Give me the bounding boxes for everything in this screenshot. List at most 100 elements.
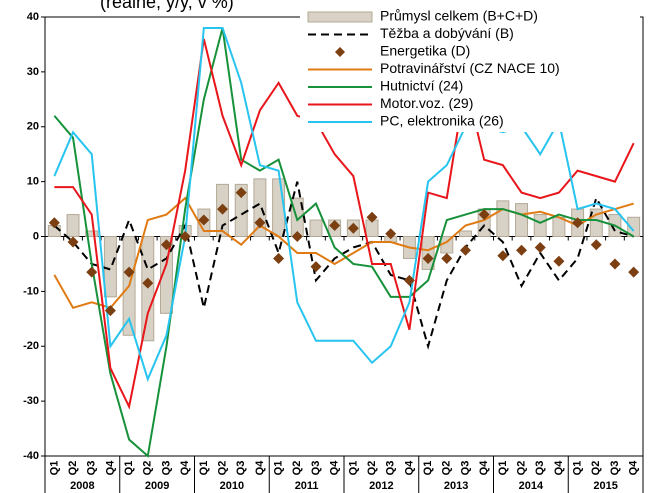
bar xyxy=(515,203,529,237)
bar xyxy=(103,236,117,298)
marker xyxy=(497,250,509,262)
marker xyxy=(48,217,60,229)
x-tick-label: Q1 xyxy=(123,461,135,476)
bar xyxy=(85,230,99,237)
series-line xyxy=(53,27,635,458)
y-tick-label: -40 xyxy=(23,450,39,462)
year-label: 2013 xyxy=(444,480,468,492)
legend-label: Průmysl celkem (B+C+D) xyxy=(380,8,538,24)
marker xyxy=(628,266,640,278)
year-label: 2008 xyxy=(70,480,94,492)
marker xyxy=(291,231,303,242)
legend-label: Motor.voz. (29) xyxy=(380,95,473,111)
legend-swatch xyxy=(335,47,345,57)
bar xyxy=(66,214,80,238)
y-tick-label: 40 xyxy=(27,11,39,23)
bar xyxy=(309,219,323,238)
x-tick-label: Q3 xyxy=(310,461,322,476)
marker xyxy=(104,305,116,317)
marker xyxy=(590,239,602,251)
y-tick-label: 30 xyxy=(27,66,39,78)
x-tick-label: Q2 xyxy=(67,461,79,476)
marker xyxy=(403,274,415,286)
year-label: 2011 xyxy=(295,480,319,492)
x-tick-label: Q1 xyxy=(198,461,210,476)
x-tick-label: Q2 xyxy=(441,461,453,476)
marker xyxy=(142,277,154,289)
y-tick-label: -30 xyxy=(23,395,39,407)
x-tick-label: Q1 xyxy=(48,461,60,476)
x-tick-label: Q1 xyxy=(422,461,434,476)
bar xyxy=(458,230,472,237)
x-tick-label: Q2 xyxy=(366,461,378,476)
series-line xyxy=(54,38,635,410)
marker xyxy=(441,252,453,264)
y-tick-label: 20 xyxy=(27,121,39,133)
x-tick-label: Q1 xyxy=(273,461,285,476)
series-line xyxy=(53,26,635,383)
legend-label: Energetika (D) xyxy=(380,43,470,59)
marker xyxy=(553,255,565,267)
marker xyxy=(329,220,341,232)
y-tick-label: 0 xyxy=(33,230,39,242)
bar xyxy=(159,236,173,314)
bar xyxy=(496,200,510,238)
x-tick-label: Q3 xyxy=(235,461,247,476)
x-tick-label: Q4 xyxy=(628,460,640,476)
year-label: 2009 xyxy=(145,480,169,492)
x-tick-label: Q4 xyxy=(179,460,191,476)
legend-swatch xyxy=(307,11,373,23)
x-tick-label: Q4 xyxy=(329,460,341,476)
x-tick-label: Q1 xyxy=(572,461,584,476)
marker xyxy=(217,203,229,215)
bar xyxy=(533,214,547,238)
marker xyxy=(179,231,191,242)
year-label: 2015 xyxy=(593,480,617,492)
x-tick-label: Q2 xyxy=(291,461,303,476)
marker xyxy=(86,266,98,278)
y-tick-label: -20 xyxy=(23,340,39,352)
legend-label: PC, elektronika (26) xyxy=(380,113,504,129)
legend-label: Těžba a dobývání (B) xyxy=(380,25,514,41)
marker xyxy=(609,258,621,270)
x-tick-label: Q4 xyxy=(104,460,116,476)
year-label: 2014 xyxy=(519,480,544,492)
marker xyxy=(534,241,546,253)
x-tick-label: Q3 xyxy=(385,461,397,476)
marker xyxy=(478,209,490,221)
bar xyxy=(272,178,286,238)
legend-label: Potravinářství (CZ NACE 10) xyxy=(380,60,560,76)
x-tick-label: Q2 xyxy=(515,461,527,476)
x-tick-label: Q2 xyxy=(590,461,602,476)
marker xyxy=(254,217,266,229)
chart-title: (reálně, y/y, v %) xyxy=(100,0,234,12)
legend-label: Hutnictví (24) xyxy=(380,78,463,94)
marker xyxy=(160,239,172,251)
marker xyxy=(273,252,285,264)
x-tick-label: Q3 xyxy=(459,461,471,476)
x-tick-label: Q4 xyxy=(403,460,415,476)
x-tick-label: Q4 xyxy=(553,460,565,476)
year-label: 2010 xyxy=(220,480,244,492)
marker xyxy=(572,217,584,229)
marker xyxy=(123,266,135,278)
series-line xyxy=(53,181,634,350)
x-tick-label: Q3 xyxy=(86,461,98,476)
x-tick-label: Q3 xyxy=(534,461,546,476)
x-tick-label: Q1 xyxy=(347,461,359,476)
marker xyxy=(385,228,397,240)
year-label: 2012 xyxy=(369,480,393,492)
x-tick-label: Q4 xyxy=(254,460,266,476)
marker xyxy=(459,244,471,256)
x-tick-label: Q3 xyxy=(160,461,172,476)
x-tick-label: Q4 xyxy=(478,460,490,476)
marker xyxy=(516,244,528,256)
marker xyxy=(366,211,378,223)
y-tick-label: -10 xyxy=(23,285,39,297)
marker xyxy=(347,222,359,234)
x-tick-label: Q2 xyxy=(142,461,154,476)
x-tick-label: Q3 xyxy=(609,461,621,476)
marker xyxy=(310,261,322,273)
x-tick-label: Q2 xyxy=(216,461,228,476)
